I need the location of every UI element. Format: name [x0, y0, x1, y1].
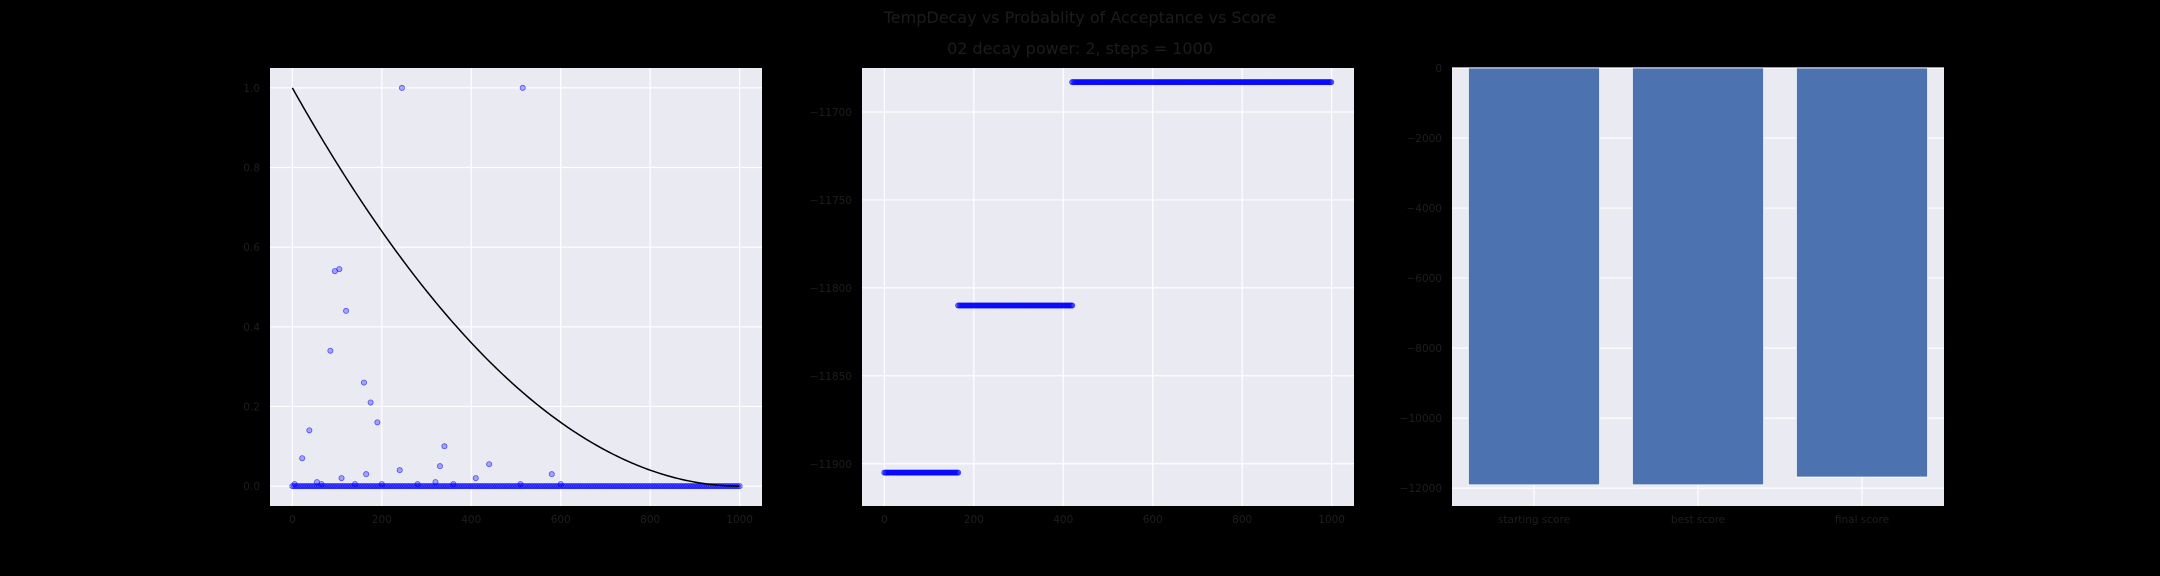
x-tick-label: 1000: [1318, 514, 1345, 526]
y-tick-label: 0: [1435, 63, 1442, 75]
x-tick-label: 1000: [726, 514, 753, 526]
x-tick-label: 800: [1232, 514, 1252, 526]
y-tick-label: 0.0: [243, 481, 260, 493]
bar: [1468, 67, 1601, 486]
scatter-point: [517, 481, 524, 488]
y-tick-label: −8000: [1406, 343, 1442, 355]
scatter-point: [306, 427, 313, 434]
scatter-point: [432, 479, 439, 486]
scatter-point: [1069, 302, 1076, 309]
y-tick-label: 0.8: [243, 163, 260, 175]
scatter-point: [398, 84, 405, 91]
x-tick-label: final score: [1835, 514, 1889, 526]
scatter-point: [414, 481, 421, 488]
y-tick-label: −11700: [810, 107, 852, 119]
plot-area: [270, 68, 762, 506]
y-tick-label: −11750: [810, 195, 852, 207]
bar: [1796, 67, 1929, 478]
x-tick-label: best score: [1671, 514, 1725, 526]
y-tick-label: −4000: [1406, 203, 1442, 215]
plot-area: [862, 68, 1354, 506]
scatter-point: [360, 379, 367, 386]
figure-subtitle: 02 decay power: 2, steps = 1000: [947, 39, 1213, 58]
x-tick-label: 600: [551, 514, 571, 526]
y-tick-label: −2000: [1406, 133, 1442, 145]
scatter-point: [351, 481, 358, 488]
x-tick-label: 400: [1053, 514, 1073, 526]
scatter-point: [548, 471, 555, 478]
scatter-point: [519, 84, 526, 91]
scatter-point: [441, 443, 448, 450]
scatter-point: [291, 481, 298, 488]
scatter-point: [450, 481, 457, 488]
x-tick-label: 400: [461, 514, 481, 526]
x-tick-label: 0: [289, 514, 296, 526]
figure-title: TempDecay vs Probablity of Acceptance vs…: [883, 8, 1276, 27]
x-tick-label: 200: [372, 514, 392, 526]
scatter-point: [436, 463, 443, 470]
scatter-point: [378, 481, 385, 488]
scatter-point: [318, 481, 325, 488]
bar: [1632, 67, 1765, 486]
panel-3: 0 −2000 −4000 −6000 −8000 −10000 −12000 startin…: [1400, 63, 1944, 526]
scatter-point: [472, 475, 479, 482]
x-tick-label: 600: [1143, 514, 1163, 526]
decay-curve-line: [291, 87, 740, 487]
y-tick-label: −11850: [810, 371, 852, 383]
x-tick-label: 800: [640, 514, 660, 526]
y-tick-label: −11800: [810, 283, 852, 295]
y-tick-label: 0.2: [243, 401, 260, 413]
scatter-point: [955, 469, 962, 476]
scatter-points: [881, 79, 1335, 476]
y-tick-label: −12000: [1400, 483, 1442, 495]
y-tick-label: −10000: [1400, 413, 1442, 425]
x-tick-label: starting score: [1498, 514, 1570, 526]
panel-2: −11900 −11850 −11800 −11750 −11700 0 200 400 600…: [810, 68, 1354, 526]
scatter-point: [396, 467, 403, 474]
y-tick-label: 1.0: [243, 83, 260, 95]
scatter-point: [367, 399, 374, 406]
scatter-point: [327, 347, 334, 354]
scatter-point: [363, 471, 370, 478]
scatter-point: [486, 461, 493, 468]
scatter-point: [336, 266, 343, 273]
scatter-point: [557, 481, 564, 488]
x-tick-label: 200: [964, 514, 984, 526]
x-tick-label: 0: [881, 514, 888, 526]
scatter-point: [1328, 79, 1335, 86]
scatter-point: [374, 419, 381, 426]
scatter-point: [343, 307, 350, 314]
y-tick-label: −6000: [1406, 273, 1442, 285]
panel-1: 0.0 0.2 0.4 0.6 0.8 1.0 0 200 400 600 800 1000: [243, 68, 762, 526]
y-tick-label: 0.6: [243, 242, 260, 254]
scatter-points: [289, 84, 743, 490]
y-tick-label: 0.4: [243, 322, 260, 334]
scatter-point: [338, 475, 345, 482]
scatter-point: [299, 455, 306, 462]
y-tick-label: −11900: [810, 459, 852, 471]
